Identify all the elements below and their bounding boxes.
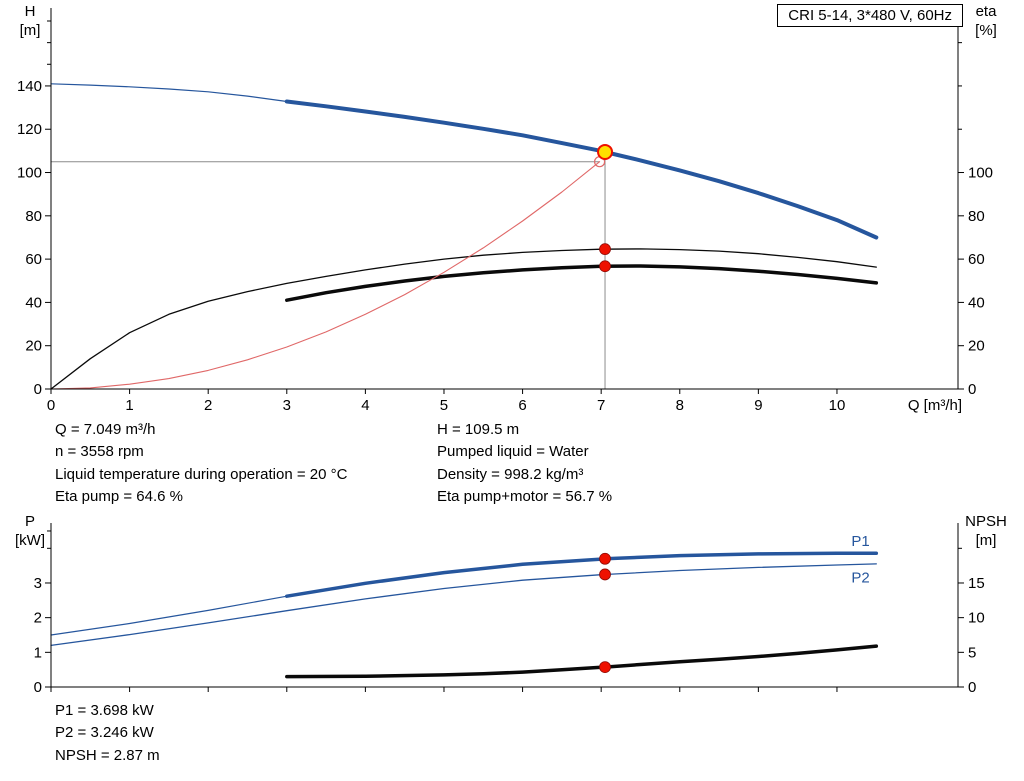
y-axis-right-title: [%]: [975, 22, 997, 39]
x-tick-label: 7: [597, 397, 605, 414]
eta-pump-point: [599, 243, 611, 256]
y-tick-label-right: 60: [968, 251, 985, 268]
info-line-eta-pump-motor: Eta pump+motor = 56.7 %: [437, 488, 613, 506]
p1-curve: [285, 551, 879, 598]
y-tick-label-left: 100: [17, 165, 42, 182]
x-tick-label: 3: [283, 397, 291, 414]
y-axis-left-title: P: [25, 513, 35, 530]
y-tick-label-right: 40: [968, 294, 985, 311]
info-line-eta-pump: Eta pump = 64.6 %: [55, 488, 183, 506]
info-line-npsh: NPSH = 2.87 m: [55, 746, 160, 764]
curve-label-p1: P1: [851, 533, 869, 550]
info-line-speed: n = 3558 rpm: [55, 443, 144, 461]
info-line-head: H = 109.5 m: [437, 421, 520, 438]
x-tick-label: 6: [518, 397, 526, 414]
y-tick-label-left: 0: [34, 679, 42, 696]
npsh-curve: [285, 644, 879, 679]
info-line-pumped-liquid: Pumped liquid = Water: [437, 443, 589, 461]
y-tick-label-right: 80: [968, 208, 985, 225]
curve-label-p2: P2: [851, 569, 869, 586]
y-tick-label-left: 80: [25, 208, 42, 225]
x-tick-label: 0: [47, 397, 55, 414]
y-tick-label-right: 0: [968, 679, 976, 696]
y-axis-left-title: [m]: [20, 22, 41, 39]
info-line-flow: Q = 7.049 m³/h: [55, 421, 156, 438]
y-tick-label-right: 5: [968, 644, 976, 661]
info-line-p2: P2 = 3.246 kW: [55, 724, 154, 742]
y-tick-label-right: 10: [968, 610, 985, 627]
y-axis-right-title: [m]: [976, 532, 997, 549]
info-line-liquid-temp: Liquid temperature during operation = 20…: [55, 465, 348, 483]
eta-pump-motor: [285, 264, 879, 302]
npsh-point: [599, 661, 611, 673]
y-axis-left-title: H: [25, 3, 36, 20]
pump-curve: [284, 99, 879, 240]
p1-point: [599, 552, 611, 565]
y-tick-label-left: 2: [34, 610, 42, 627]
operating-data-right: H = 109.5 m Pumped liquid = Water Densit…: [437, 419, 612, 509]
x-tick-label: 2: [204, 397, 212, 414]
resulting-curve: [50, 161, 601, 390]
x-tick-label: 8: [676, 397, 684, 414]
x-axis-title: Q [m³/h]: [908, 397, 962, 414]
p2-curve: [50, 563, 877, 647]
x-tick-label: 1: [125, 397, 133, 414]
pump-curve-thin: [50, 83, 288, 103]
x-tick-label: 5: [440, 397, 448, 414]
eta-pump: [50, 248, 877, 390]
p2-point: [599, 568, 611, 581]
y-tick-label-right: 100: [968, 165, 993, 182]
pump-model-label: CRI 5-14, 3*480 V, 60Hz: [777, 4, 963, 27]
x-tick-label: 4: [361, 397, 369, 414]
hq-eta-chart: 0 1 2 3 4 5 6 7 8 9 100204060801001201400204060801…: [17, 3, 998, 414]
y-axis-right-title: eta: [976, 3, 998, 20]
y-tick-label-left: 140: [17, 78, 42, 95]
x-tick-label: 9: [754, 397, 762, 414]
duty-point: [597, 143, 614, 160]
info-line-p1: P1 = 3.698 kW: [55, 702, 154, 719]
y-tick-label-left: 1: [34, 644, 42, 661]
y-tick-label-right: 15: [968, 575, 985, 592]
p1-curve-thin: [50, 595, 288, 636]
power-data: P1 = 3.698 kW P2 = 3.246 kW NPSH = 2.87 …: [55, 700, 160, 767]
info-line-density: Density = 998.2 kg/m³: [437, 465, 584, 483]
y-tick-label-left: 60: [25, 251, 42, 268]
y-tick-label-left: 3: [34, 575, 42, 592]
x-tick-label: 10: [829, 397, 846, 414]
operating-data-left: Q = 7.049 m³/h n = 3558 rpm Liquid tempe…: [55, 419, 347, 509]
y-tick-label-left: 0: [34, 381, 42, 398]
power-npsh-chart: 0 1 2 3 0 5 10 15 P [kW] NPSH [m] P1 P2: [15, 513, 1007, 696]
eta-pump-motor-point: [599, 260, 611, 273]
y-tick-label-left: 20: [25, 338, 42, 355]
y-axis-right-title: NPSH: [965, 513, 1007, 530]
y-tick-label-right: 20: [968, 338, 985, 355]
y-tick-label-left: 40: [25, 294, 42, 311]
y-tick-label-left: 120: [17, 121, 42, 138]
y-tick-label-right: 0: [968, 381, 976, 398]
y-axis-left-title: [kW]: [15, 532, 45, 549]
